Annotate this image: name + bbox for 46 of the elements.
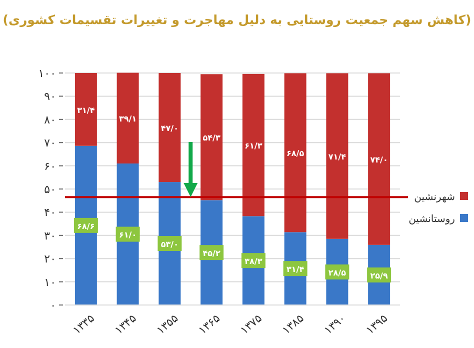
y-tick-label: ۰ xyxy=(50,299,56,312)
data-label: ۵۳/۰ xyxy=(160,240,178,250)
data-label: ۴۷/۰ xyxy=(160,124,178,134)
bar xyxy=(242,74,264,216)
y-tick-label: ۹۰ xyxy=(44,90,56,104)
data-label: ۴۵/۲ xyxy=(202,249,220,258)
bar xyxy=(116,72,139,164)
legend-label: شهرنشین xyxy=(414,192,455,203)
x-tick-label: ۱۳۶۵ xyxy=(196,312,223,337)
x-tick-label: ۱۳۵۵ xyxy=(154,312,181,337)
chart-title: (کاهش سهم جمعیت روستایی به دلیل مهاجرت و تغییرات تقسیمات کشوری) xyxy=(2,12,472,28)
data-label: ۳۱/۴ xyxy=(77,106,95,115)
bar xyxy=(284,73,306,232)
bar xyxy=(368,73,390,245)
x-tick-label: ۱۳۹۵ xyxy=(364,312,390,337)
data-label: ۶۱/۳ xyxy=(244,142,262,151)
data-label: ۳۸/۳ xyxy=(244,257,262,266)
data-label: ۷۴/۰ xyxy=(370,156,388,165)
legend-label: روستانشین xyxy=(408,214,456,225)
bar xyxy=(158,73,181,182)
y-tick-label: ۳۰ xyxy=(44,229,56,242)
data-label: ۶۸/۶ xyxy=(77,222,95,231)
y-tick-label: ۵۰ xyxy=(44,183,56,196)
data-label: ۲۸/۵ xyxy=(328,268,346,278)
y-tick-label: ۴۰ xyxy=(44,206,56,220)
x-tick-label: ۱۳۴۵ xyxy=(112,312,139,337)
y-tick-label: ۲۰ xyxy=(44,252,56,266)
x-tick-label: ۱۳۷۵ xyxy=(238,312,264,337)
data-label: ۵۴/۳ xyxy=(202,134,220,143)
y-tick-label: ۱۰۰ xyxy=(38,67,56,80)
bar xyxy=(74,73,97,146)
x-tick-label: ۱۳۸۵ xyxy=(280,312,306,337)
data-label: ۶۸/۵ xyxy=(286,149,304,158)
data-label: ۳۹/۱ xyxy=(119,114,137,124)
y-tick-label: ۶۰ xyxy=(44,160,56,173)
y-tick-label: ۷۰ xyxy=(44,136,56,150)
data-label: ۳۱/۴ xyxy=(286,265,304,274)
y-tick-label: ۱۰ xyxy=(44,276,56,289)
bar xyxy=(200,74,223,200)
data-label: ۲۵/۹ xyxy=(370,271,388,280)
data-label: ۶۱/۰ xyxy=(119,230,137,240)
bar xyxy=(326,73,348,239)
data-label: ۷۱/۴ xyxy=(328,152,346,162)
y-tick-label: ۸۰ xyxy=(44,113,56,126)
x-tick-label: ۱۳۹۰ xyxy=(322,312,348,337)
x-tick-label: ۱۳۳۵ xyxy=(70,312,97,337)
